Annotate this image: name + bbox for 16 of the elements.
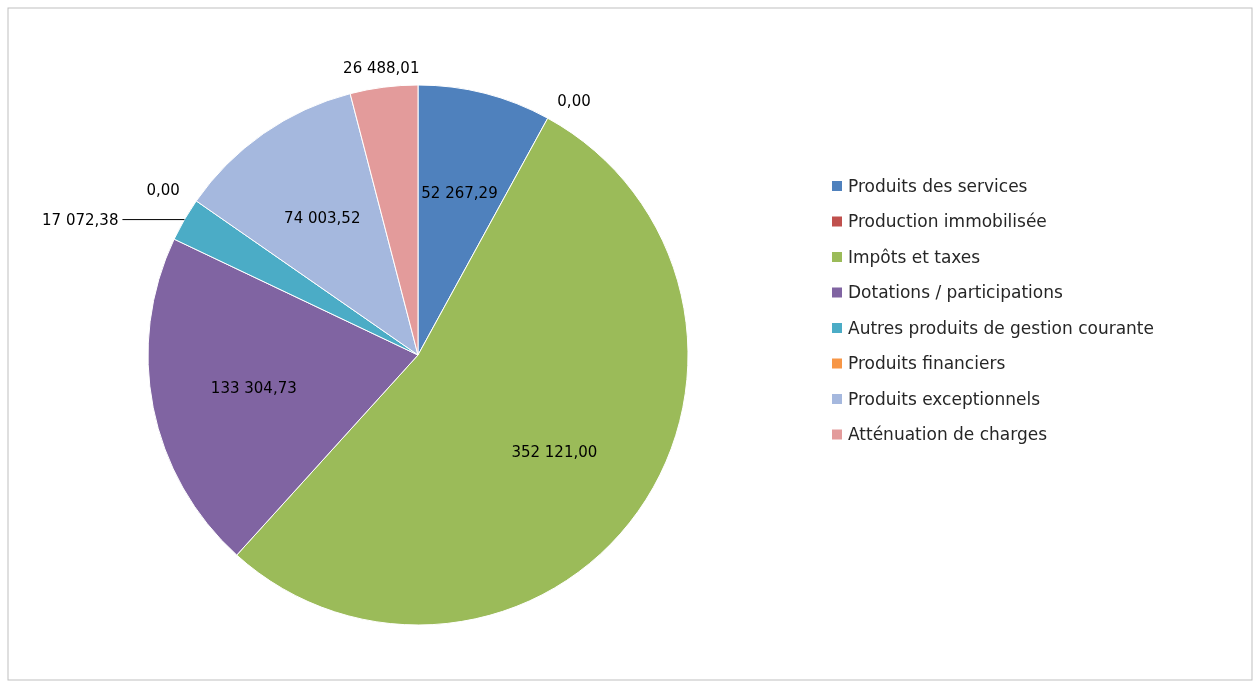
legend-label: Produits des services (848, 175, 1028, 196)
text: 0,00 (146, 180, 180, 199)
data-label: 133 304,73 (210, 378, 297, 397)
data-label: 17 072,38 (42, 210, 119, 229)
data-label: 26 488,01 (343, 58, 420, 77)
legend-label: Dotations / participations (848, 282, 1063, 303)
text: 0,00 (557, 91, 591, 110)
data-label: 74 003,52 (284, 208, 361, 227)
data-label: 52 267,29 (421, 184, 498, 203)
legend-label: Production immobilisée (848, 211, 1047, 232)
legend-label: Impôts et taxes (848, 246, 981, 267)
data-label: 352 121,00 (511, 443, 598, 462)
legend-label: Autres produits de gestion courante (848, 317, 1154, 338)
legend-label: Produits exceptionnels (848, 388, 1041, 409)
legend-label: Produits financiers (848, 353, 1006, 374)
legend-label: Atténuation de charges (848, 424, 1048, 445)
